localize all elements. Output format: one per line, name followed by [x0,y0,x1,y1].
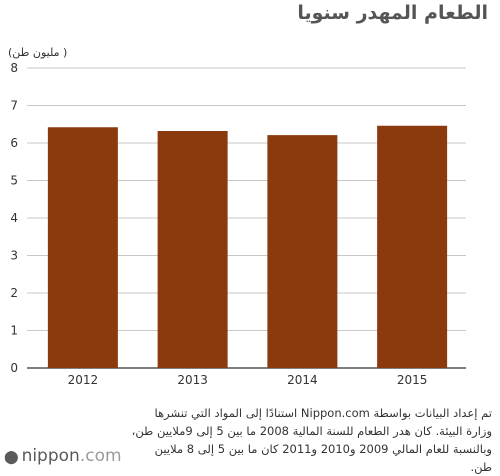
nippon-logo-icon: ⬤ [4,450,19,465]
bars [47,125,448,368]
y-tick-label: 1 [10,324,18,338]
y-tick-label: 2 [10,286,18,300]
x-axis-ticks: 2012 2013 2014 2015 [68,373,428,387]
y-tick-label: 4 [10,211,18,225]
logo-brand: nippon [21,446,80,466]
logo-tld: .com [79,446,122,466]
chart-title: الطعام المهدر سنويا [297,2,488,24]
y-tick-label: 6 [10,136,18,150]
x-tick-label: 2013 [177,373,208,387]
bar-2015 [377,125,448,368]
x-tick-label: 2012 [68,373,99,387]
y-tick-label: 7 [10,99,18,113]
y-tick-label: 3 [10,249,18,263]
y-tick-label: 5 [10,174,18,188]
x-tick-label: 2014 [287,373,318,387]
y-tick-label: 8 [10,61,18,75]
bar-2014 [267,135,338,368]
bar-2012 [47,127,118,368]
y-axis-ticks: 0 1 2 3 4 5 6 7 8 [10,61,18,375]
bar-2013 [157,131,228,368]
y-tick-label: 0 [10,361,18,375]
source-note: تم إعداد البيانات بواسطة Nippon.com استن… [131,406,492,474]
nippon-logo: ⬤ nippon.com [4,446,122,466]
bar-chart: 0 1 2 3 4 5 6 7 8 2012 2013 2014 2015 [10,61,466,387]
unit-label: (مليون طن ) [8,46,68,59]
x-tick-label: 2015 [397,373,428,387]
